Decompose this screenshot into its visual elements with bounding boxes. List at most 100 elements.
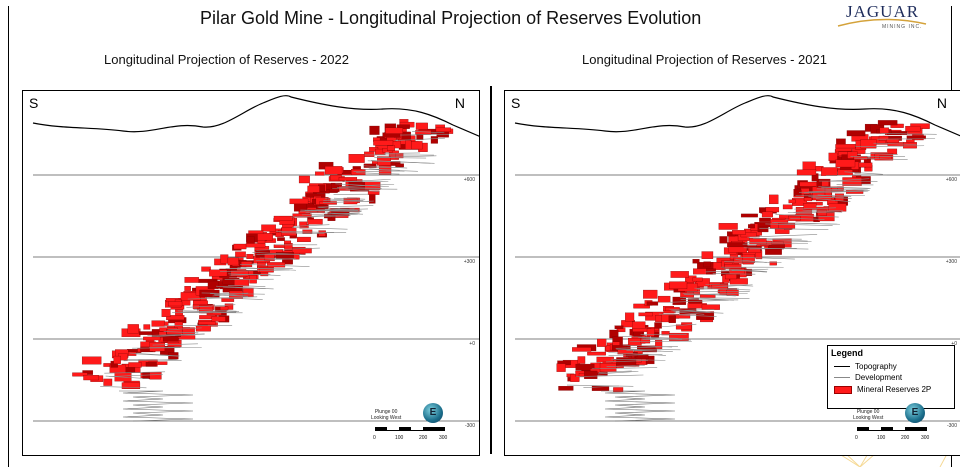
legend-label: Mineral Reserves 2P [857,385,932,394]
reserve-block [364,151,375,157]
development-drift [864,153,898,155]
development-drift [412,131,445,134]
north-label: N [454,95,465,111]
reserve-block [837,169,853,176]
reserve-block [828,152,838,161]
reserve-block [669,332,689,341]
development-drift [668,299,729,303]
development-drift [747,234,818,238]
elevation-label: +600 [945,177,957,183]
reserve-block [307,218,323,225]
reserve-block [411,141,423,150]
reserve-block [227,257,239,266]
compass-letter: E [911,407,919,418]
reserve-block [782,204,793,210]
reserve-block [821,167,838,176]
reserve-block [761,211,773,218]
reserve-block [692,259,700,264]
reserve-block [570,374,580,382]
development-drift [109,374,163,377]
reserve-block [277,237,285,241]
development-drift [374,155,437,158]
development-drift [608,354,663,356]
development-drift [311,215,351,218]
logo-text: JAGUAR [846,2,920,21]
development-drift [802,209,843,213]
reserve-block [331,208,350,216]
reserve-block [297,236,311,243]
development-drift [345,188,379,192]
reserve-block [617,349,634,355]
south-label: S [29,95,39,111]
elevation-label: +300 [945,259,957,265]
reserve-block [748,224,755,229]
development-drift [400,133,450,136]
development-drift [193,309,237,312]
development-drift [105,375,149,380]
development-drift [228,284,266,287]
reserve-block [654,322,662,329]
scale-label: 200 [901,435,910,441]
development-drift [767,239,808,242]
reserve-block [878,135,889,141]
reserve-block [596,356,614,363]
reserve-block [387,145,396,151]
reserve-block [803,203,817,210]
panel-2021: S N +600 +300 +0 -300 Legend Topography … [504,90,960,456]
reserve-block [800,188,810,195]
development-drift [134,353,179,357]
reserve-block [599,362,617,373]
development-drift [186,304,236,308]
development-drift [129,352,180,357]
reserve-block [725,273,737,280]
scale-label: 0 [855,435,858,441]
development-drift [566,384,634,387]
development-drift [673,311,705,315]
south-label: S [511,95,521,111]
development-drift [672,309,715,311]
reserve-block [646,301,659,306]
reserve-block [315,171,325,176]
reserve-block [794,189,802,197]
development-drift [622,344,673,348]
development-drift [626,350,662,352]
development-drift [318,207,355,210]
development-drift [854,157,908,160]
development-drift [608,352,666,356]
development-drift [712,273,756,275]
development-drift [291,213,358,218]
reserve-block [259,267,274,273]
page-title: Pilar Gold Mine - Longitudinal Projectio… [200,8,702,28]
reserves-swatch-icon [834,385,852,394]
reserve-block [83,375,99,381]
reserve-block [299,221,308,227]
development-drift [322,200,374,203]
reserve-block [338,177,358,181]
reserve-block [692,277,703,282]
reserve-block [858,162,873,168]
development-drift [622,336,692,340]
plunge-info: Plunge 00 Looking West [853,409,883,421]
reserve-block [243,288,254,298]
reserve-block [769,194,779,205]
development-drift [292,227,348,230]
looking-text: Looking West [853,415,884,421]
reserve-block [638,312,653,317]
reserve-block [584,370,598,379]
development-drift [151,333,205,337]
company-logo: JAGUAR MINING INC. [836,2,928,38]
ramp-line [601,390,676,422]
reserve-block [803,197,813,202]
reserve-block [396,124,410,129]
reserve-block [643,289,658,299]
reserve-block [729,278,748,285]
development-line-icon [834,377,850,378]
compass-icon: E [423,403,443,423]
development-drift [256,247,320,251]
development-drift [335,183,389,187]
reserve-block [905,125,921,132]
development-drift [301,212,360,216]
reserve-block [324,166,343,175]
logo-subtext: MINING INC. [882,24,923,30]
reserve-block [614,325,624,329]
